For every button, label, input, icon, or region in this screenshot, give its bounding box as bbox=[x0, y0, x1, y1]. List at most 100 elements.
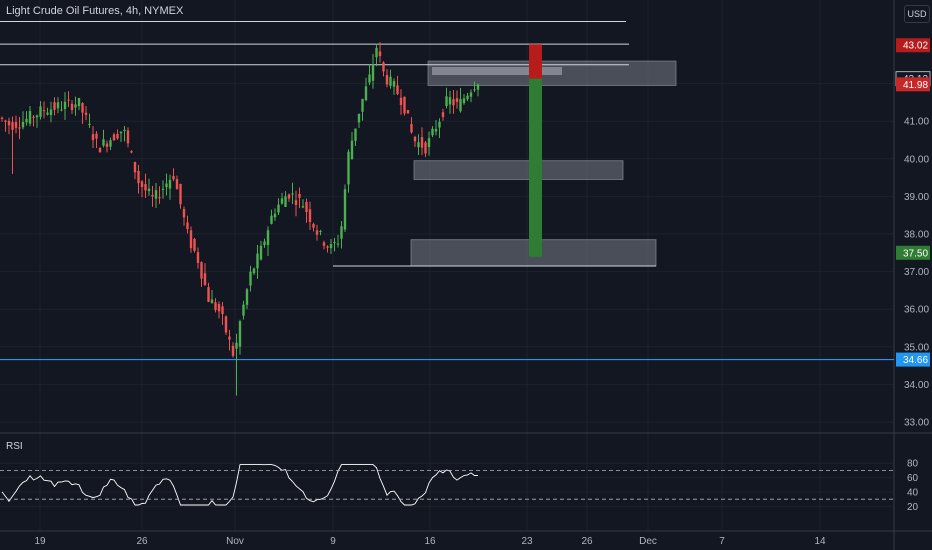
price-label-target bbox=[896, 245, 930, 260]
candle-body bbox=[427, 138, 431, 148]
candle-body bbox=[371, 64, 375, 81]
candle-body bbox=[424, 142, 427, 154]
rsi-line bbox=[1, 464, 478, 506]
candle-body bbox=[84, 112, 88, 115]
candle-body bbox=[350, 140, 354, 160]
candle-body bbox=[186, 222, 189, 229]
candle-body bbox=[91, 134, 95, 141]
candle-body bbox=[168, 179, 172, 189]
candle-body bbox=[326, 246, 329, 248]
time-tick-label: 14 bbox=[814, 536, 826, 547]
candle-body bbox=[28, 111, 32, 124]
candle-body bbox=[53, 102, 56, 110]
candle-body bbox=[21, 122, 25, 128]
rsi-tick-label: 60 bbox=[907, 473, 919, 484]
candle-body bbox=[375, 47, 378, 58]
candle-body bbox=[476, 84, 480, 90]
candle-body bbox=[382, 62, 385, 72]
candle-body bbox=[364, 86, 368, 101]
candle-body bbox=[35, 115, 39, 118]
candle-body bbox=[249, 271, 252, 286]
candle-body bbox=[473, 89, 476, 91]
time-tick-label: 16 bbox=[424, 536, 436, 547]
candle-body bbox=[161, 188, 165, 190]
candle-body bbox=[347, 151, 350, 185]
candle-body bbox=[413, 136, 417, 142]
candle-body bbox=[298, 193, 301, 198]
candle-body bbox=[305, 202, 308, 213]
stop-loss-area bbox=[529, 44, 542, 79]
rsi-label: RSI bbox=[6, 441, 23, 452]
candle-body bbox=[343, 189, 347, 230]
candle-body bbox=[210, 299, 214, 304]
candle-body bbox=[105, 143, 109, 147]
candle-body bbox=[368, 74, 371, 83]
price-tick-label: 39.00 bbox=[904, 192, 929, 203]
candle-body bbox=[319, 230, 322, 232]
candle-body bbox=[102, 139, 105, 146]
candle-body bbox=[130, 151, 133, 153]
time-tick-label: 23 bbox=[521, 536, 533, 547]
candle-body bbox=[431, 128, 434, 136]
candle-body bbox=[434, 128, 438, 132]
candle-body bbox=[417, 142, 420, 148]
candle-body bbox=[7, 120, 11, 126]
candle-body bbox=[389, 76, 392, 86]
candle-body bbox=[112, 134, 116, 141]
candle-body bbox=[81, 103, 84, 113]
candle-body bbox=[420, 137, 424, 148]
candle-body bbox=[46, 112, 49, 115]
candle-body bbox=[119, 131, 123, 134]
candle-body bbox=[32, 116, 35, 118]
candle-body bbox=[455, 98, 459, 102]
candle-body bbox=[287, 194, 291, 199]
candle-body bbox=[67, 99, 70, 101]
candle-body bbox=[88, 123, 91, 125]
candle-body bbox=[410, 124, 413, 133]
candle-body bbox=[214, 302, 217, 310]
price-tick-label: 34.00 bbox=[904, 380, 929, 391]
price-label-stop bbox=[896, 38, 930, 53]
time-tick-label: 9 bbox=[330, 536, 336, 547]
candle-body bbox=[308, 209, 312, 223]
candle-body bbox=[203, 273, 207, 285]
rsi-tick-label: 80 bbox=[907, 459, 919, 470]
candle-body bbox=[466, 95, 469, 100]
candle-body bbox=[98, 148, 102, 153]
candle-body bbox=[154, 190, 158, 199]
candle-body bbox=[63, 101, 67, 110]
price-tick-label: 41.00 bbox=[904, 117, 929, 128]
candle-body bbox=[217, 304, 221, 312]
candle-body bbox=[256, 253, 259, 269]
candle-body bbox=[224, 316, 228, 333]
candle-body bbox=[448, 97, 452, 105]
candle-body bbox=[277, 204, 280, 213]
price-tick-label: 33.00 bbox=[904, 418, 929, 429]
price-tick-label: 36.00 bbox=[904, 305, 929, 316]
candle-body bbox=[354, 128, 357, 141]
candle-body bbox=[445, 96, 448, 107]
candle-body bbox=[189, 230, 193, 249]
price-label-text: 43.02 bbox=[903, 41, 928, 52]
candle-body bbox=[4, 120, 7, 122]
price-tick-label: 38.00 bbox=[904, 230, 929, 241]
candle-body bbox=[231, 345, 235, 356]
candle-body bbox=[438, 121, 441, 128]
price-label-support bbox=[896, 352, 930, 367]
candle-body bbox=[221, 306, 224, 315]
rsi-tick-label: 20 bbox=[907, 502, 919, 513]
candle-body bbox=[378, 51, 382, 57]
price-tick-label: 35.00 bbox=[904, 342, 929, 353]
candle-body bbox=[270, 215, 273, 224]
candle-body bbox=[95, 133, 98, 139]
time-tick-label: 7 bbox=[719, 536, 725, 547]
take-profit-area bbox=[529, 78, 542, 257]
currency-button[interactable]: USD bbox=[904, 5, 930, 23]
candle-body bbox=[357, 113, 361, 123]
candle-body bbox=[291, 193, 294, 195]
candle-body bbox=[452, 99, 455, 106]
candle-body bbox=[322, 242, 326, 246]
candle-body bbox=[242, 304, 245, 316]
candle-body bbox=[0, 117, 4, 119]
